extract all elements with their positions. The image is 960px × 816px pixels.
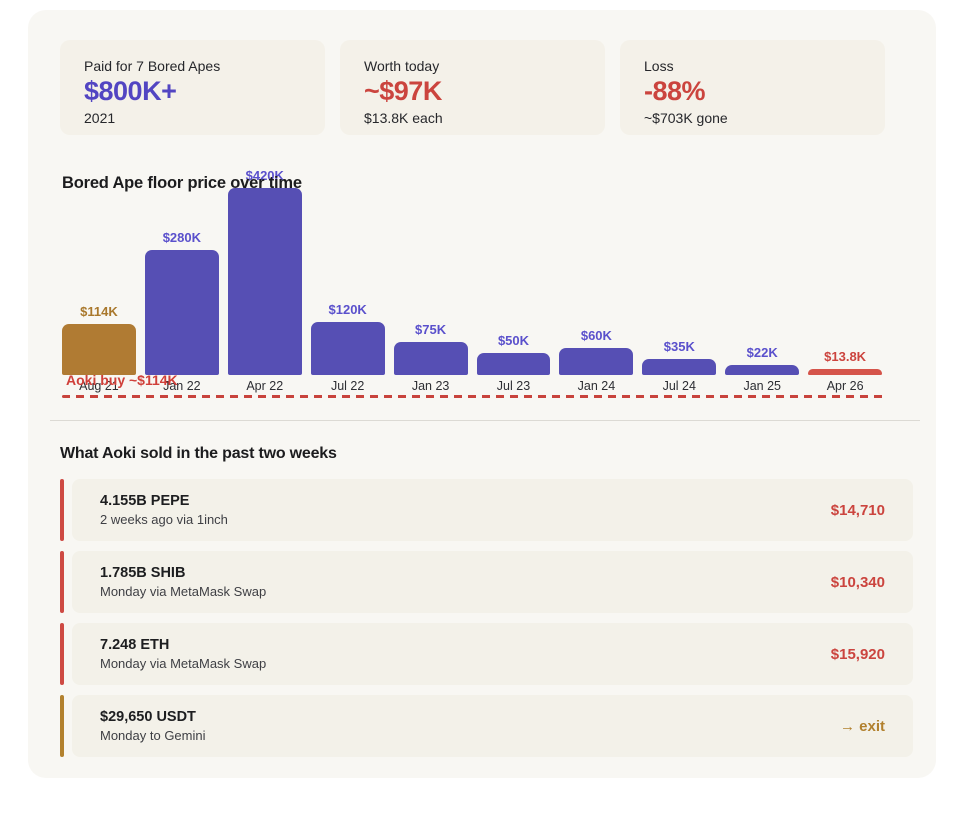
stat-sub: $13.8K each [364, 110, 443, 126]
stat-label: Worth today [364, 58, 440, 74]
bar [144, 250, 219, 375]
sold-item-sub: 2 weeks ago via 1inch [100, 512, 228, 527]
sold-item-sub: Monday via MetaMask Swap [100, 584, 267, 599]
sold-item-sub: Monday to Gemini [100, 728, 206, 743]
bar [476, 353, 551, 375]
bar-jul-23: $50K [476, 333, 551, 375]
bar-apr-22: $420K [227, 168, 302, 375]
chart-title: Bored Ape floor price over time [62, 174, 302, 192]
bar-aug-21: $114K [62, 304, 136, 375]
bar-value-label: $35K [663, 339, 695, 354]
sold-item-title: 7.248 ETH [100, 637, 170, 653]
sold-list: 4.155B PEPE 2 weeks ago via 1inch $14,710 1… [60, 479, 913, 757]
sold-item: 4.155B PEPE 2 weeks ago via 1inch $14,710 [60, 479, 913, 541]
bar-value-label: $22K [746, 345, 778, 360]
x-tick-label: Jan 24 [577, 379, 616, 393]
bar-value-label: $75K [415, 322, 447, 337]
bar [725, 365, 800, 375]
bar-jul-24: $35K [642, 339, 717, 375]
bar-value-label: $50K [497, 333, 530, 348]
x-tick-label: Jul 23 [496, 379, 531, 393]
sold-item-sub: Monday via MetaMask Swap [100, 656, 267, 671]
bar-jan-25: $22K [725, 345, 800, 375]
bar-jan-22: $280K [144, 230, 219, 375]
sold-item: 1.785B SHIB Monday via MetaMask Swap $10,3… [60, 551, 913, 613]
x-tick-label: Aug 21 [79, 379, 119, 393]
bar [393, 342, 468, 375]
x-tick-label: Jan 22 [163, 379, 201, 393]
x-tick-label: Jan 23 [411, 379, 450, 393]
accent-bar [60, 479, 64, 541]
sold-item-amount: $10,340 [830, 573, 885, 591]
sold-item-amount: $14,710 [830, 501, 885, 519]
arrow-right-icon: → [839, 717, 860, 735]
sold-item-card: 1.785B SHIB Monday via MetaMask Swap $10,3… [72, 551, 913, 613]
x-tick-label: Jul 24 [662, 379, 696, 393]
sold-item-title: $29,650 USDT [100, 709, 196, 725]
aoki-buy-annotation: Aoki buy ~$114K [66, 372, 178, 388]
sold-item-card: $29,650 USDT Monday to Gemini → exit [72, 695, 913, 757]
bar [642, 359, 717, 375]
accent-bar [60, 623, 64, 685]
section-divider [50, 420, 920, 421]
bar-value-label: $60K [580, 328, 612, 343]
bar [227, 188, 302, 375]
sold-item-title: 1.785B SHIB [100, 565, 186, 581]
sold-item-amount: $15,920 [830, 645, 885, 663]
x-tick-label: Jan 25 [743, 379, 781, 393]
x-tick-label: Jul 22 [330, 379, 365, 393]
sold-section-heading: What Aoki sold in the past two weeks [60, 445, 337, 462]
sold-item: $29,650 USDT Monday to Gemini → exit [60, 695, 913, 757]
stat-sub: ~$703K gone [644, 110, 728, 126]
stat-card-loss: Loss -88% ~$703K gone [620, 40, 885, 135]
floor-price-chart: Bored Ape floor price over time $114K $28… [60, 168, 904, 403]
bar [559, 348, 634, 375]
exit-label: → exit [839, 717, 885, 735]
chart-bars: $114K $280K $420K $120K $75K $50K $60K $35K $22K… [62, 168, 883, 375]
stat-label: Paid for 7 Bored Apes [84, 58, 221, 74]
sold-item: 7.248 ETH Monday via MetaMask Swap $15,920 [60, 623, 913, 685]
stat-value: $800K+ [84, 76, 177, 106]
bar [62, 324, 136, 375]
x-tick-label: Apr 26 [826, 379, 864, 393]
sold-item-card: 4.155B PEPE 2 weeks ago via 1inch $14,710 [72, 479, 913, 541]
bar-value-label: $114K [80, 304, 118, 319]
aoki-buy-dashed-line [62, 395, 884, 398]
bar [310, 322, 385, 375]
bar-value-label: $420K [245, 168, 284, 183]
bar-jul-22: $120K [310, 302, 385, 375]
accent-bar [60, 551, 64, 613]
bar-apr-26: $13.8K [808, 349, 883, 375]
bar-value-label: $120K [328, 302, 367, 317]
sold-item-text: 1.785B SHIB Monday via MetaMask Swap [100, 565, 266, 599]
stat-card-worth: Worth today ~$97K $13.8K each [340, 40, 605, 135]
sold-item-text: $29,650 USDT Monday to Gemini [100, 709, 206, 743]
bar-value-label: $280K [162, 230, 202, 245]
stats-row: Paid for 7 Bored Apes $800K+ 2021 Worth … [60, 40, 885, 135]
accent-bar [60, 695, 64, 757]
stat-value: -88% [644, 76, 706, 106]
stat-sub: 2021 [84, 110, 116, 126]
stat-label: Loss [644, 58, 674, 74]
bar-jan-24: $60K [559, 328, 634, 375]
bar-jan-23: $75K [393, 322, 468, 375]
sold-item-text: 7.248 ETH Monday via MetaMask Swap [100, 637, 266, 671]
stat-value: ~$97K [364, 76, 442, 106]
sold-item-title: 4.155B PEPE [100, 493, 190, 509]
stat-card-paid: Paid for 7 Bored Apes $800K+ 2021 [60, 40, 325, 135]
chart-x-axis: Aug 21 Jan 22 Apr 22 Jul 22 Jan 23 Jul 23 Jan … [62, 379, 882, 393]
x-tick-label: Apr 22 [246, 379, 284, 393]
sold-item-card: 7.248 ETH Monday via MetaMask Swap $15,920 [72, 623, 913, 685]
main-panel: Paid for 7 Bored Apes $800K+ 2021 Worth … [28, 10, 936, 778]
bar-value-label: $13.8K [824, 349, 867, 364]
bar [808, 369, 883, 375]
sold-item-text: 4.155B PEPE 2 weeks ago via 1inch [100, 493, 228, 527]
